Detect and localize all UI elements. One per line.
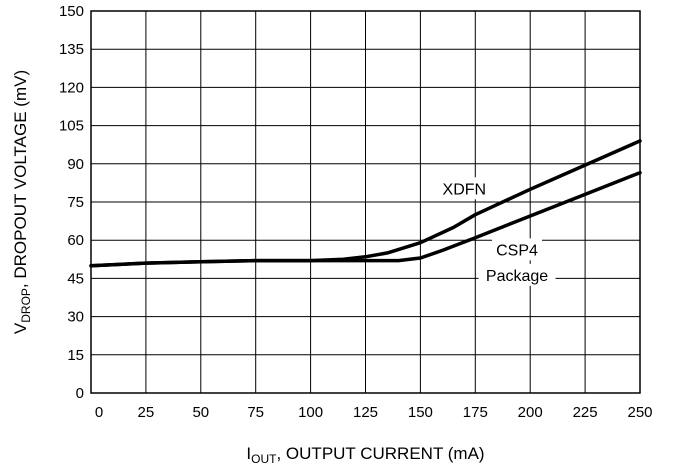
y-tick-label: 150 xyxy=(59,3,84,20)
series-lines xyxy=(89,139,642,268)
series-line-csp4 xyxy=(89,170,642,268)
y-tick-label: 0 xyxy=(76,385,84,402)
series-annotation: CSP4 xyxy=(496,242,538,259)
y-tick-label: 75 xyxy=(67,194,84,211)
y-axis-label: VDROP, DROPOUT VOLTAGE (mV) xyxy=(11,70,33,334)
x-tick-label: 100 xyxy=(298,404,323,421)
x-tick-label: 75 xyxy=(247,404,264,421)
annotations: XDFN CSP4 Package xyxy=(439,177,556,286)
x-tick-label: 150 xyxy=(408,404,433,421)
y-tick-label: 90 xyxy=(67,156,84,173)
annotation-background xyxy=(492,238,543,261)
y-tick-label: 105 xyxy=(59,118,84,135)
y-tick-label: 135 xyxy=(59,41,84,58)
y-tick-label: 120 xyxy=(59,79,84,96)
annotation-background xyxy=(439,177,490,200)
x-axis-label: IOUT, OUTPUT CURRENT (mA) xyxy=(246,444,484,466)
y-tick-label: 45 xyxy=(67,270,84,287)
x-tick-label: 25 xyxy=(138,404,155,421)
x-tick-label: 250 xyxy=(627,404,652,421)
x-tick-label: 200 xyxy=(518,404,543,421)
y-tick-label: 60 xyxy=(67,232,84,249)
x-tick-label: 125 xyxy=(353,404,378,421)
x-tick-label: 175 xyxy=(463,404,488,421)
series-annotation: XDFN xyxy=(443,181,487,198)
plot-frame xyxy=(90,10,641,394)
y-tick-label: 30 xyxy=(67,309,84,326)
annotation-background xyxy=(478,263,556,286)
y-tick-label: 15 xyxy=(67,347,84,364)
x-tick-labels: 0 25 50 75 100 125 150 175 200 225 250 xyxy=(95,404,653,421)
x-tick-label: 225 xyxy=(573,404,598,421)
grid xyxy=(90,10,641,394)
series-annotation: Package xyxy=(486,268,548,285)
x-tick-label: 50 xyxy=(192,404,209,421)
x-tick-label: 0 xyxy=(95,404,103,421)
y-tick-labels: 0 15 30 45 60 75 90 105 120 135 150 xyxy=(59,3,84,402)
